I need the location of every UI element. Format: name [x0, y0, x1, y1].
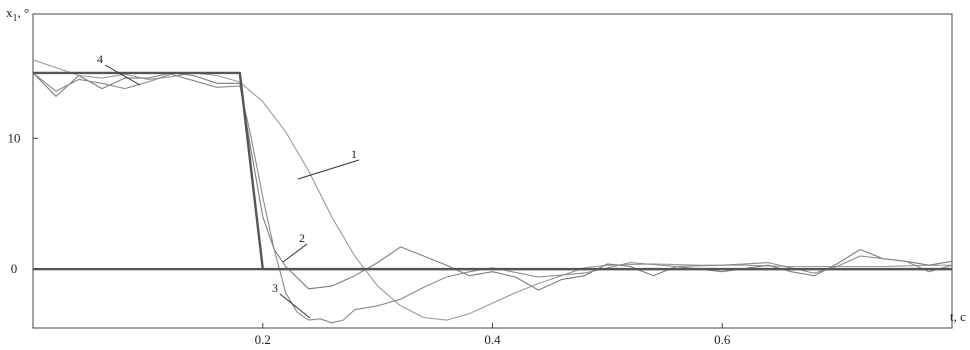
- annotation-label-3: 3: [272, 281, 278, 295]
- x-axis-label: t, c: [950, 309, 966, 324]
- annotation-label-4: 4: [97, 52, 103, 66]
- x-tick-label: 0.6: [714, 332, 731, 347]
- series-layer: [32, 59, 953, 324]
- x-tick-label: 0.2: [255, 332, 271, 347]
- y-tick-label: 0: [11, 261, 18, 276]
- series-2-line: [32, 72, 953, 291]
- series-1-line: [32, 59, 952, 321]
- y-tick-label: 10: [8, 130, 21, 145]
- annotation-leader-3: [279, 293, 311, 319]
- series-4-line: [33, 71, 952, 271]
- annotation-leader-4: [104, 64, 141, 86]
- x-tick-label: 0.4: [484, 332, 501, 347]
- series-3-line: [32, 72, 953, 324]
- y-axis-label: x1, °: [6, 5, 29, 24]
- annotation-leader-2: [282, 243, 308, 263]
- annotation-label-2: 2: [299, 231, 305, 245]
- annotation-leader-1: [297, 159, 360, 180]
- plot-border: [32, 13, 953, 329]
- annotation-label-1: 1: [351, 147, 357, 161]
- plot-frame-layer: [32, 13, 953, 329]
- label-layer: 1 2 3 4 x1, ° t, c: [6, 5, 966, 324]
- tick-layer: 0.2 0.4 0.6 0 10: [8, 130, 731, 347]
